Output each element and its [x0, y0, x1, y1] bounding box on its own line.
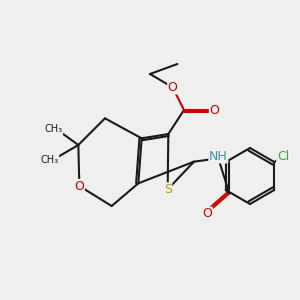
Text: O: O — [209, 103, 219, 116]
Text: Cl: Cl — [277, 151, 289, 164]
Text: O: O — [202, 207, 212, 220]
Text: O: O — [168, 81, 178, 94]
Text: NH: NH — [209, 150, 228, 163]
Text: O: O — [74, 179, 84, 193]
Text: CH₃: CH₃ — [45, 124, 63, 134]
Text: CH₃: CH₃ — [40, 155, 59, 165]
Text: S: S — [164, 183, 172, 196]
